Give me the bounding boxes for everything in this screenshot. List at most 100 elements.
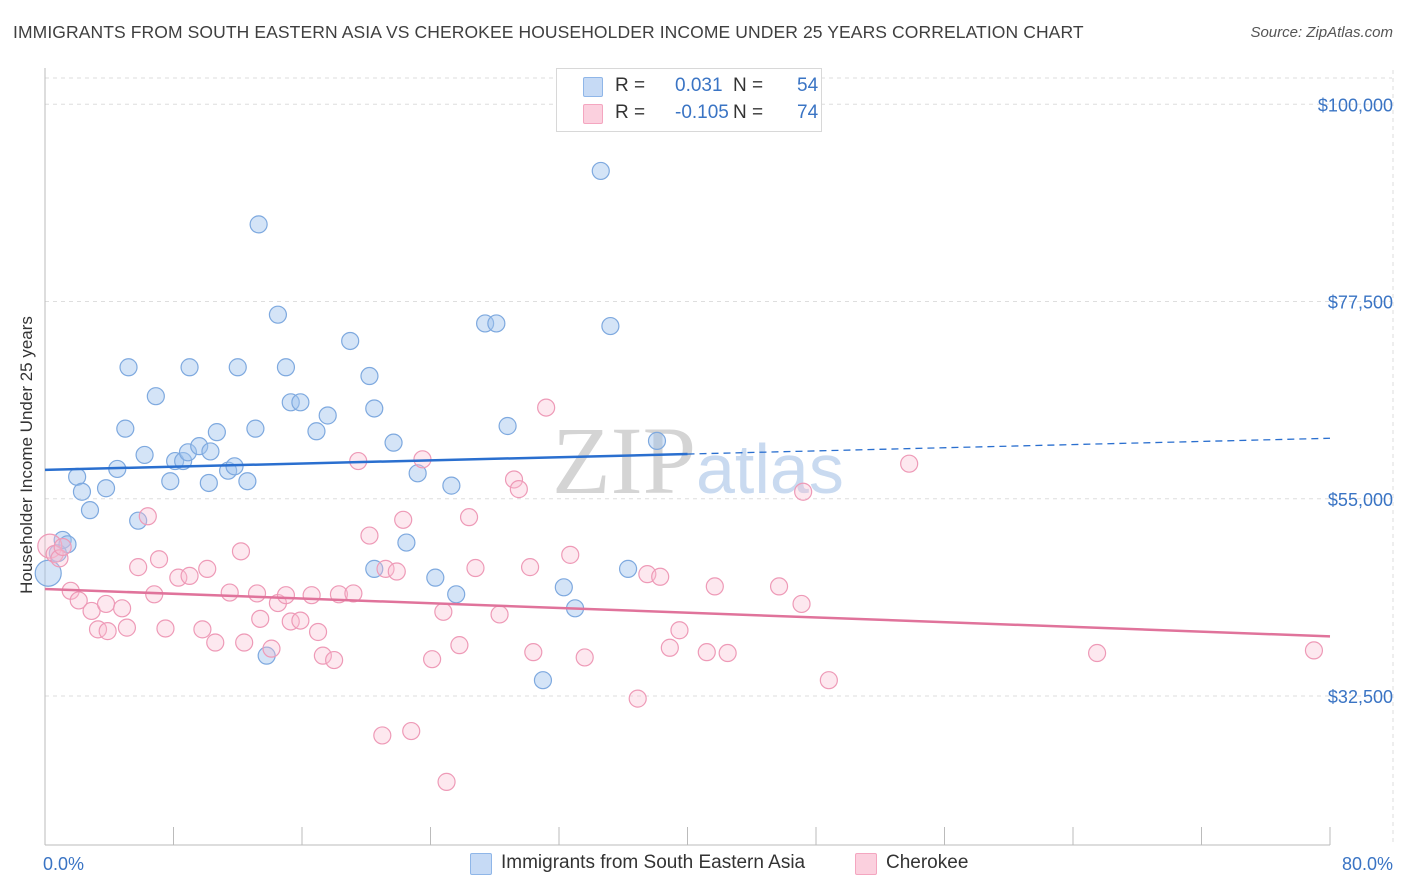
point-cherokee <box>117 618 137 637</box>
point-cherokee <box>251 609 270 628</box>
point-asia <box>96 479 116 498</box>
legend-swatch-cherokee <box>583 104 603 124</box>
point-asia <box>647 431 667 451</box>
point-asia <box>246 419 265 438</box>
point-cherokee <box>524 643 543 662</box>
point-cherokee <box>220 583 239 602</box>
tick-labels: $32,500 $55,000 $77,500 $100,000 0.0% 80.0% <box>43 95 1393 874</box>
point-cherokee <box>247 584 267 603</box>
point-cherokee <box>794 482 813 501</box>
trend-line-asia-extension <box>687 437 1331 455</box>
point-cherokee <box>281 612 300 631</box>
point-asia <box>190 437 209 456</box>
point-cherokee <box>792 594 811 614</box>
point-cherokee <box>373 726 392 745</box>
point-cherokee <box>276 586 296 605</box>
y-tick-label: $55,000 <box>1328 490 1393 510</box>
point-cherokee <box>138 507 157 526</box>
watermark-zip: ZIP <box>552 407 696 514</box>
point-asia <box>447 585 466 604</box>
point-cherokee <box>344 584 363 603</box>
point-cherokee <box>156 619 175 638</box>
point-asia <box>180 358 199 377</box>
y-tick-label: $32,500 <box>1328 687 1393 707</box>
point-asia <box>201 442 220 461</box>
point-cherokee <box>769 577 789 596</box>
point-cherokee <box>325 650 344 670</box>
point-asia <box>360 366 379 386</box>
point-asia <box>228 358 247 377</box>
point-cherokee <box>235 633 254 652</box>
point-cherokee <box>1304 641 1324 660</box>
data-points <box>34 161 1324 791</box>
point-cherokee <box>520 558 540 577</box>
point-asia <box>618 559 638 578</box>
point-cherokee <box>705 577 724 596</box>
point-asia <box>161 472 180 491</box>
point-asia <box>554 578 573 597</box>
point-cherokee <box>575 648 594 667</box>
trend-line-asia <box>44 452 688 472</box>
legend-n-value: 54 <box>797 75 819 96</box>
point-asia <box>487 314 506 333</box>
point-asia <box>135 445 154 465</box>
point-cherokee <box>402 721 421 741</box>
point-cherokee <box>450 636 469 655</box>
point-cherokee <box>670 621 689 640</box>
trend-lines <box>44 437 1331 638</box>
point-cherokee <box>509 480 528 499</box>
point-cherokee <box>537 398 556 417</box>
point-cherokee <box>900 454 919 473</box>
point-asia <box>533 671 553 690</box>
watermark-atlas: atlas <box>696 430 844 508</box>
point-cherokee <box>697 643 716 662</box>
point-asia <box>238 472 257 491</box>
point-cherokee <box>394 510 413 529</box>
point-cherokee <box>291 611 310 630</box>
legend-n-label: N = <box>733 75 764 96</box>
point-asia <box>119 358 138 377</box>
point-asia <box>207 423 226 442</box>
point-cherokee <box>112 599 132 618</box>
point-asia <box>58 535 77 554</box>
trend-line-cherokee <box>44 587 1331 638</box>
point-cherokee <box>53 537 72 557</box>
point-asia <box>442 476 461 495</box>
point-cherokee <box>437 772 456 791</box>
point-cherokee <box>490 605 509 624</box>
legend-r-value: -0.105 <box>675 102 729 123</box>
point-cherokee <box>96 594 116 614</box>
point-cherokee <box>423 650 442 669</box>
point-cherokee <box>98 622 117 641</box>
point-cherokee <box>302 586 321 605</box>
correlation-legend: R = 0.031 N = 54 R = -0.105 N = 74 <box>556 68 822 132</box>
bottom-legend-label-cherokee: Cherokee <box>886 852 969 873</box>
point-asia <box>341 331 360 351</box>
point-asia <box>397 533 416 552</box>
point-cherokee <box>206 633 225 652</box>
point-cherokee <box>459 508 479 527</box>
point-asia <box>591 161 610 181</box>
point-cherokee <box>169 568 188 587</box>
bottom-legend-swatch-cherokee <box>855 853 877 875</box>
point-cherokee <box>231 542 251 561</box>
point-asia <box>384 433 403 452</box>
point-asia <box>72 482 92 501</box>
bottom-legend-swatch-asia <box>470 853 492 875</box>
legend-n-value: 74 <box>797 102 819 123</box>
point-asia <box>318 406 337 425</box>
point-asia <box>408 464 427 483</box>
point-asia <box>281 393 300 412</box>
point-cherokee <box>69 591 88 610</box>
legend-swatch-asia <box>583 77 603 97</box>
legend-r-value: 0.031 <box>675 75 723 96</box>
point-asia <box>129 511 148 530</box>
point-cherokee <box>360 526 379 545</box>
point-cherokee <box>504 470 524 489</box>
point-asia <box>498 416 517 436</box>
legend-r-label: R = <box>615 75 646 96</box>
point-cherokee <box>651 567 670 586</box>
point-cherokee <box>718 643 737 663</box>
point-cherokee <box>660 638 679 657</box>
point-asia <box>307 422 326 441</box>
